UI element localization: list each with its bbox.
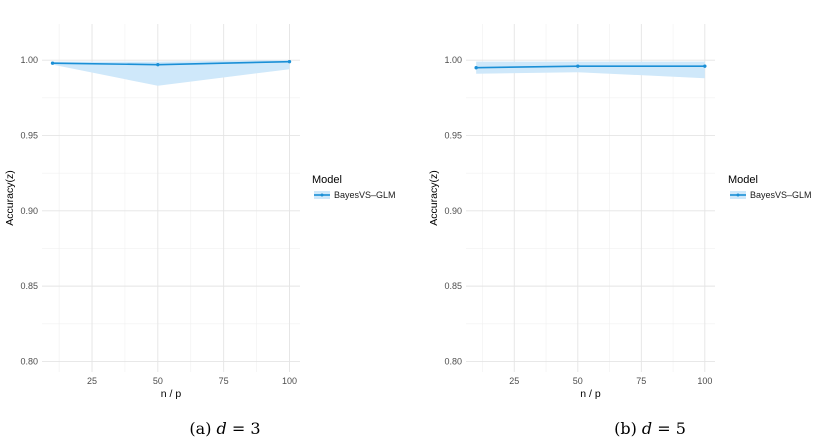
legend-key-point [320,193,324,197]
y-tick-label: 0.95 [20,130,38,140]
caption-a-label: (a) [189,419,212,438]
caption-a-var: d [216,419,227,438]
y-axis-title: Accuracy(z) [4,170,16,225]
legend-title: Model [728,174,758,186]
caption-b-eq: = 5 [657,419,686,438]
x-tick-label: 50 [573,376,583,386]
y-tick-label: 1.00 [20,55,38,65]
confidence-band [52,60,290,86]
data-point [50,61,55,65]
data-point [287,59,292,64]
x-tick-label: 50 [153,376,163,386]
y-tick-label: 0.90 [20,206,38,216]
caption-a: (a) d = 3 [75,419,375,438]
x-tick-label: 25 [509,376,519,386]
data-point [156,62,160,67]
legend-key-point [736,193,740,197]
legend-title: Model [312,174,342,186]
y-tick-label: 0.80 [20,356,38,366]
confidence-band [476,61,705,79]
caption-b-var: d [641,419,653,438]
legend-label: BayesVS–GLM [750,190,812,200]
x-tick-label: 25 [87,376,97,386]
data-point [474,65,478,70]
y-tick-label: 0.90 [444,206,462,216]
figure-a: 25 50 75 100 0.80 0.85 0.90 0.95 1.00 n / p Accura… [4,24,396,438]
caption-a-eq: = 3 [231,419,261,438]
y-tick-label: 0.85 [444,281,462,291]
x-tick-label: 100 [697,376,712,386]
x-axis-title: n / p [161,388,182,400]
y-tick-label: 0.85 [20,281,38,291]
caption-b: (b) d = 5 [500,419,800,438]
x-tick-label: 100 [282,376,297,386]
legend-label: BayesVS–GLM [334,190,396,200]
y-tick-label: 0.80 [444,356,462,366]
figure-b: 25 50 75 100 0.80 0.85 0.90 0.95 1.00 n / p Accura… [415,0,820,448]
x-axis-title: n / p [580,388,601,400]
chart-a: 25 50 75 100 0.80 0.85 0.90 0.95 1.00 n / p Accura… [4,24,396,400]
x-tick-label: 75 [219,376,229,386]
y-tick-label: 0.95 [444,130,462,140]
y-tick-label: 1.00 [444,55,462,65]
data-point [576,64,580,68]
chart-b: 25 50 75 100 0.80 0.85 0.90 0.95 1.00 n / p Accura… [428,24,812,400]
data-point [703,64,707,68]
x-tick-label: 75 [636,376,646,386]
y-axis-title: Accuracy(z) [428,170,440,225]
caption-b-label: (b) [614,419,637,438]
